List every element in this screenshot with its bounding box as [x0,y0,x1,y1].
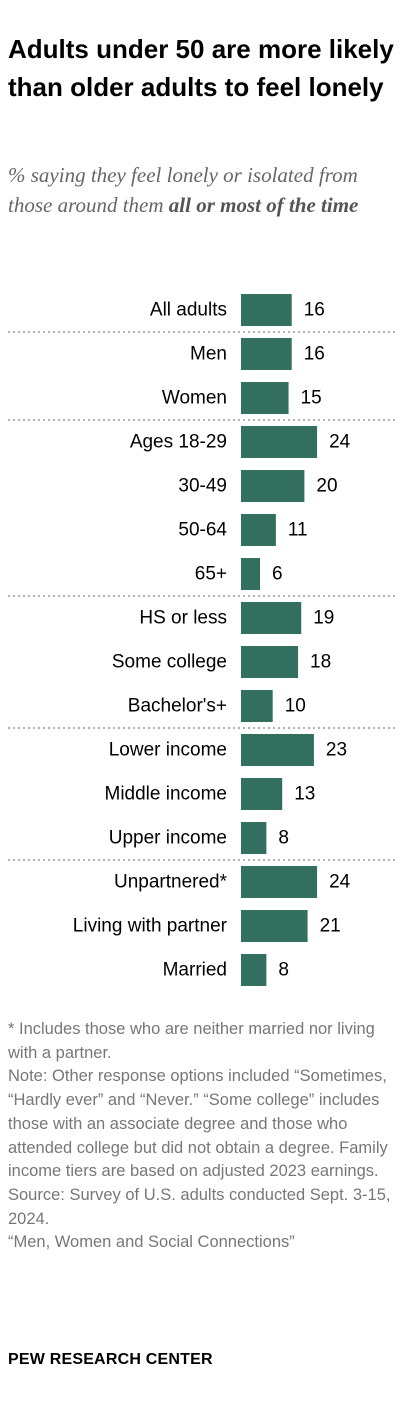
bar-middle-income [241,778,283,810]
bar-50-64 [241,514,276,546]
bar-ages-18-29 [241,426,318,458]
value-label-some-college: 18 [310,652,331,673]
bar-hs-or-less [241,602,302,634]
category-label-women: Women [162,388,227,409]
value-label-upper-income: 8 [278,828,289,849]
value-label-ages-18-29: 24 [329,432,351,453]
chart-subtitle: % saying they feel lonely or isolated fr… [8,160,393,220]
value-label-all-adults: 16 [304,300,325,321]
category-label-some-college: Some college [112,652,227,673]
subtitle-text: % saying they feel lonely or isolated fr… [8,163,358,217]
footnote-asterisk: * Includes those who are neither married… [8,1020,375,1062]
category-label-lower-income: Lower income [109,740,227,761]
value-label-65: 6 [272,564,283,585]
bar-all-adults [241,294,292,326]
bar-women [241,382,289,414]
footnote-note: Note: Other response options included “S… [8,1067,388,1181]
category-label-hs-or-less: HS or less [139,608,227,629]
bar-men [241,338,292,370]
pew-logo-text: PEW RESEARCH CENTER [8,1351,213,1368]
chart-notes: * Includes those who are neither married… [8,1018,398,1255]
bar-lower-income [241,734,314,766]
value-label-women: 15 [301,388,322,409]
bar-30-49 [241,470,305,502]
category-label-living-with-partner: Living with partner [73,916,228,937]
value-label-50-64: 11 [288,520,308,541]
footnote-report: “Men, Women and Social Connections” [8,1233,295,1252]
category-label-all-adults: All adults [150,300,227,321]
bar-unpartnered [241,866,318,898]
value-label-30-49: 20 [316,476,337,497]
category-label-ages-18-29: Ages 18-29 [130,432,227,453]
bar-upper-income [241,822,267,854]
category-label-30-49: 30-49 [178,476,227,497]
category-label-bachelor-s: Bachelor's+ [128,696,227,717]
value-label-unpartnered: 24 [329,872,351,893]
bar-bachelor-s [241,690,273,722]
category-label-middle-income: Middle income [105,784,228,805]
category-label-50-64: 50-64 [178,520,227,541]
value-label-bachelor-s: 10 [285,696,306,717]
value-label-hs-or-less: 19 [313,608,334,629]
category-label-married: Married [163,960,227,981]
value-label-middle-income: 13 [294,784,315,805]
subtitle-emphasis: all or most of the time [168,193,359,217]
category-label-upper-income: Upper income [109,828,227,849]
bar-some-college [241,646,299,678]
category-label-65: 65+ [195,564,227,585]
bar-chart: All adults 16 Men 16 Women 15 Ages 18-29 24 30-4… [8,294,398,986]
value-label-living-with-partner: 21 [320,916,341,937]
footnote-source: Source: Survey of U.S. adults conducted … [8,1185,391,1228]
category-label-men: Men [190,344,227,365]
bar-married [241,954,267,986]
category-label-unpartnered: Unpartnered* [114,872,228,893]
bar-65 [241,558,261,590]
value-label-men: 16 [304,344,325,365]
bar-living-with-partner [241,910,308,942]
value-label-married: 8 [278,960,289,981]
chart-title: Adults under 50 are more likely than old… [8,34,394,102]
value-label-lower-income: 23 [326,740,347,761]
